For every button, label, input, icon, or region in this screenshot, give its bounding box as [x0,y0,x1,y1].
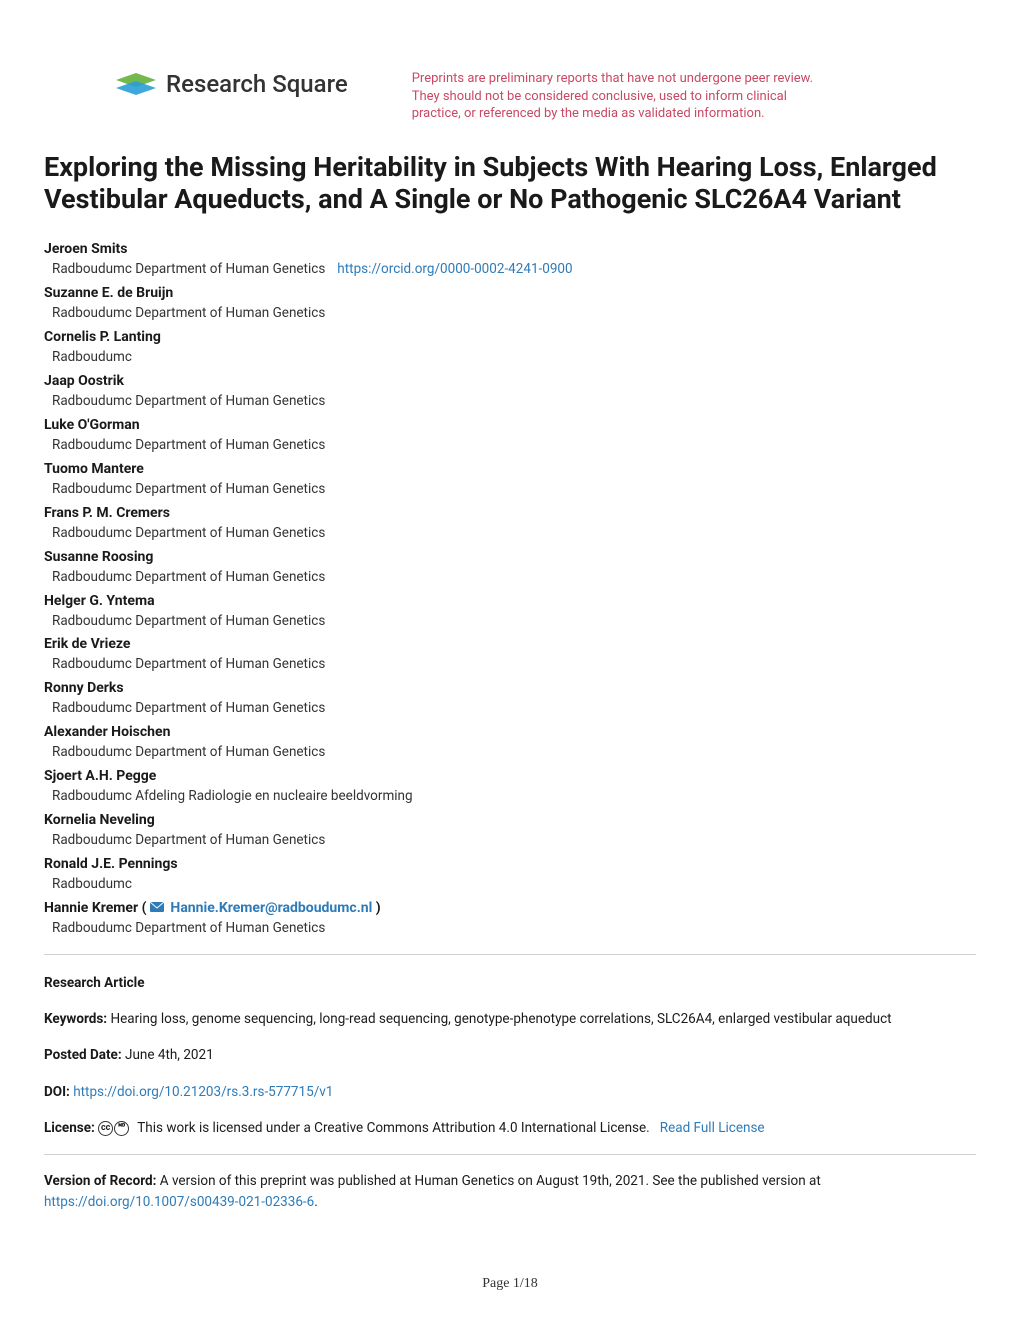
author-affiliation: Radboudumc [44,875,976,894]
orcid-link[interactable]: https://orcid.org/0000-0002-4241-0900 [337,261,572,277]
author-block: Tuomo MantereRadboudumc Department of Hu… [44,459,976,499]
author-affiliation: Radboudumc Department of Human Genetics [44,919,976,938]
author-name: Jaap Oostrik [44,371,976,392]
author-name: Ronald J.E. Pennings [44,854,976,875]
cc-icons: cc🅫 [98,1118,130,1138]
author-name: Suzanne E. de Bruijn [44,283,976,304]
author-name: Tuomo Mantere [44,459,976,480]
author-name: Ronny Derks [44,678,976,699]
page-number: Page 1/18 [0,1276,1020,1292]
author-affiliation: Radboudumc [44,348,976,367]
author-name: Susanne Roosing [44,547,976,568]
license-label: License: [44,1120,95,1136]
author-name: Jeroen Smits [44,239,976,260]
author-block: Luke O'GormanRadboudumc Department of Hu… [44,415,976,455]
author-name: Frans P. M. Cremers [44,503,976,524]
author-affiliation: Radboudumc Afdeling Radiologie en nuclea… [44,787,976,806]
keywords-value: Hearing loss, genome sequencing, long-re… [110,1011,891,1027]
corresponding-wrap: ( Hannie.Kremer@radboudumc.nl ) [138,900,381,916]
author-affiliation: Radboudumc Department of Human Geneticsh… [44,260,976,279]
license-text: This work is licensed under a Creative C… [137,1120,649,1136]
author-affiliation: Radboudumc Department of Human Genetics [44,304,976,323]
version-link[interactable]: https://doi.org/10.1007/s00439-021-02336… [44,1194,314,1210]
author-block: Suzanne E. de BruijnRadboudumc Departmen… [44,283,976,323]
page-title: Exploring the Missing Heritability in Su… [44,151,976,216]
author-block: Jeroen SmitsRadboudumc Department of Hum… [44,239,976,279]
author-affiliation: Radboudumc Department of Human Genetics [44,568,976,587]
author-block: Erik de VriezeRadboudumc Department of H… [44,634,976,674]
author-affiliation: Radboudumc Department of Human Genetics [44,436,976,455]
author-block: Susanne RoosingRadboudumc Department of … [44,547,976,587]
posted-label: Posted Date: [44,1047,122,1063]
logo-mark-icon [114,70,158,98]
author-name: Erik de Vrieze [44,634,976,655]
version-text: A version of this preprint was published… [160,1173,821,1189]
article-type: Research Article [44,975,145,991]
author-affiliation: Radboudumc Department of Human Genetics [44,743,976,762]
author-affiliation: Radboudumc Department of Human Genetics [44,831,976,850]
author-name: Alexander Hoischen [44,722,976,743]
envelope-icon [150,898,164,919]
version-label: Version of Record: [44,1173,156,1189]
author-affiliation: Radboudumc Department of Human Genetics [44,480,976,499]
corresponding-email[interactable]: Hannie.Kremer@radboudumc.nl [167,900,376,916]
author-affiliation: Radboudumc Department of Human Genetics [44,392,976,411]
read-license-link[interactable]: Read Full License [660,1120,765,1136]
keywords-label: Keywords: [44,1011,107,1027]
logo-text: Research Square [166,70,348,98]
author-block: Helger G. YntemaRadboudumc Department of… [44,591,976,631]
preprint-notice: Preprints are preliminary reports that h… [412,70,832,123]
author-affiliation: Radboudumc Department of Human Genetics [44,699,976,718]
header: Research Square Preprints are preliminar… [44,70,976,123]
author-affiliation: Radboudumc Department of Human Genetics [44,612,976,631]
author-block: Jaap OostrikRadboudumc Department of Hum… [44,371,976,411]
authors-section: Jeroen SmitsRadboudumc Department of Hum… [44,239,976,954]
metadata: Research Article Keywords: Hearing loss,… [44,973,976,1212]
author-name: Luke O'Gorman [44,415,976,436]
author-name: Cornelis P. Lanting [44,327,976,348]
doi-link[interactable]: https://doi.org/10.21203/rs.3.rs-577715/… [73,1084,333,1100]
author-block: Cornelis P. LantingRadboudumc [44,327,976,367]
author-block: Ronald J.E. PenningsRadboudumc [44,854,976,894]
author-name: Helger G. Yntema [44,591,976,612]
by-icon: 🅫 [114,1121,129,1136]
author-block: Hannie Kremer ( Hannie.Kremer@radboudumc… [44,898,976,938]
posted-date: June 4th, 2021 [125,1047,214,1063]
author-block: Alexander HoischenRadboudumc Department … [44,722,976,762]
author-name: Kornelia Neveling [44,810,976,831]
cc-icon: cc [98,1121,113,1136]
logo[interactable]: Research Square [44,70,348,98]
author-affiliation: Radboudumc Department of Human Genetics [44,655,976,674]
doi-label: DOI: [44,1084,70,1100]
author-name: Hannie Kremer ( Hannie.Kremer@radboudumc… [44,898,976,919]
author-block: Kornelia NevelingRadboudumc Department o… [44,810,976,850]
author-block: Ronny DerksRadboudumc Department of Huma… [44,678,976,718]
author-affiliation: Radboudumc Department of Human Genetics [44,524,976,543]
author-block: Sjoert A.H. PeggeRadboudumc Afdeling Rad… [44,766,976,806]
author-name: Sjoert A.H. Pegge [44,766,976,787]
author-block: Frans P. M. CremersRadboudumc Department… [44,503,976,543]
